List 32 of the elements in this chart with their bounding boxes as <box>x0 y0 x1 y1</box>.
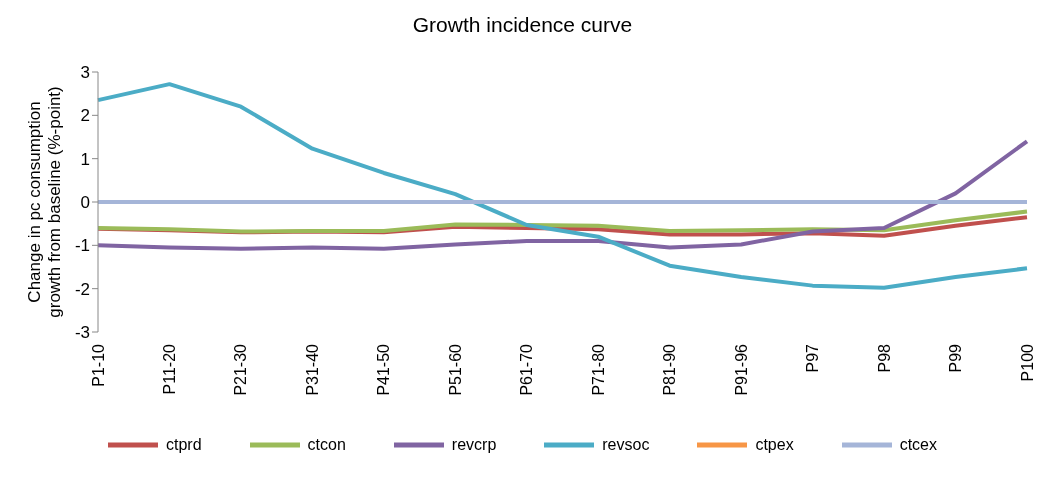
legend-label: revsoc <box>602 436 650 454</box>
legend-label: ctcex <box>899 436 937 454</box>
x-tick-label: P1-10 <box>89 343 107 387</box>
chart-title: Growth incidence curve <box>411 12 634 38</box>
x-tick-label: P91-96 <box>732 343 750 396</box>
y-tick-label: -3 <box>74 323 90 343</box>
y-tick-label: 2 <box>80 106 90 126</box>
line-series <box>96 82 1029 290</box>
x-tick-label: P71-80 <box>589 343 607 396</box>
x-tick-label: P21-30 <box>232 343 250 396</box>
x-tick-label: P98 <box>875 343 893 373</box>
x-tick-label: P100 <box>1018 343 1036 382</box>
legend-label: ctcon <box>307 436 346 454</box>
y-tick-label: 0 <box>80 193 90 213</box>
legend-label: ctpex <box>755 436 794 454</box>
y-tick-label: 1 <box>80 149 90 169</box>
x-tick-label: P41-50 <box>375 343 393 396</box>
x-tick-label: P51-60 <box>446 343 464 396</box>
y-tick-label: -1 <box>74 236 90 256</box>
legend-label: revcrp <box>451 436 497 454</box>
y-axis-title: Change in pc consumption growth from baseline (%-point) <box>25 86 64 318</box>
y-tick-label: -2 <box>74 279 90 299</box>
x-tick-label: P31-40 <box>303 343 321 396</box>
x-tick-label: P61-70 <box>518 343 536 396</box>
x-tick-label: P97 <box>804 343 822 373</box>
x-tick-label: P81-90 <box>661 343 679 396</box>
legend-label: ctprd <box>166 436 202 454</box>
x-tick-label: P99 <box>947 343 965 373</box>
x-tick-label: P11-20 <box>160 343 178 395</box>
line-series <box>96 139 1029 251</box>
y-tick-label: 3 <box>80 63 90 83</box>
line-series <box>96 209 1029 234</box>
